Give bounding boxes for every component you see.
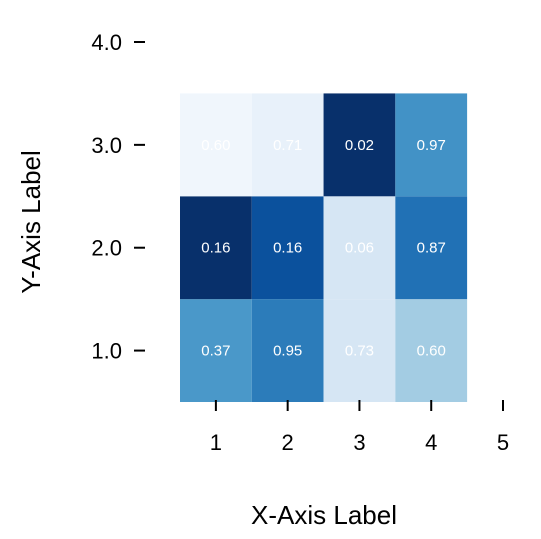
heatmap-cell-r1-c4 xyxy=(395,299,468,402)
heatmap-cell-r3-c2 xyxy=(251,93,324,197)
cell-value-label-r3-c3: 0.02 xyxy=(345,137,374,154)
cell-value-label-r2-c1: 0.16 xyxy=(201,240,230,257)
y-tick-label-1: 1.0 xyxy=(91,339,122,364)
cell-value-label-r1-c3: 0.73 xyxy=(345,343,374,360)
x-axis: 1 2 3 4 5 xyxy=(210,400,509,455)
cell-value-label-r2-c4: 0.87 xyxy=(417,240,446,257)
x-tick-label-4: 4 xyxy=(425,430,437,455)
x-tick-label-3: 3 xyxy=(353,430,365,455)
x-tick-label-5: 5 xyxy=(497,430,509,455)
y-axis: 1.0 2.0 3.0 4.0 xyxy=(91,30,145,364)
x-axis-title: X-Axis Label xyxy=(251,500,397,530)
heatmap-cell-r1-c2 xyxy=(251,299,324,402)
cell-value-label-r1-c4: 0.60 xyxy=(417,343,446,360)
heatmap-cells xyxy=(180,93,468,402)
heatmap-cell-r3-c1 xyxy=(180,93,252,197)
y-tick-label-2: 2.0 xyxy=(91,236,122,261)
cell-value-label-r3-c2: 0.71 xyxy=(273,137,302,154)
heatmap-cell-r1-c3 xyxy=(323,299,396,402)
heatmap-cell-r2-c2 xyxy=(251,196,324,300)
x-tick-label-2: 2 xyxy=(282,430,294,455)
heatmap-cell-r2-c1 xyxy=(180,196,252,300)
heatmap-cell-r3-c4 xyxy=(395,93,468,197)
cell-value-label-r3-c4: 0.97 xyxy=(417,137,446,154)
x-tick-label-1: 1 xyxy=(210,430,222,455)
cell-value-label-r2-c3: 0.06 xyxy=(345,240,374,257)
cell-value-label-r3-c1: 0.60 xyxy=(201,137,230,154)
cell-value-label-r1-c1: 0.37 xyxy=(201,343,230,360)
cell-value-label-r1-c2: 0.95 xyxy=(273,343,302,360)
y-axis-title: Y-Axis Label xyxy=(16,150,46,294)
heatmap-cell-r2-c4 xyxy=(395,196,468,300)
heatmap-value-labels: 0.37 0.95 0.73 0.60 0.16 0.16 0.06 0.87 0.60 0.71… xyxy=(201,137,446,360)
heatmap-cell-r3-c3 xyxy=(323,93,396,197)
heatmap-cell-r2-c3 xyxy=(323,196,396,300)
cell-value-label-r2-c2: 0.16 xyxy=(273,240,302,257)
y-tick-label-3: 3.0 xyxy=(91,133,122,158)
y-tick-label-4: 4.0 xyxy=(91,30,122,55)
heatmap-cell-r1-c1 xyxy=(180,299,252,402)
